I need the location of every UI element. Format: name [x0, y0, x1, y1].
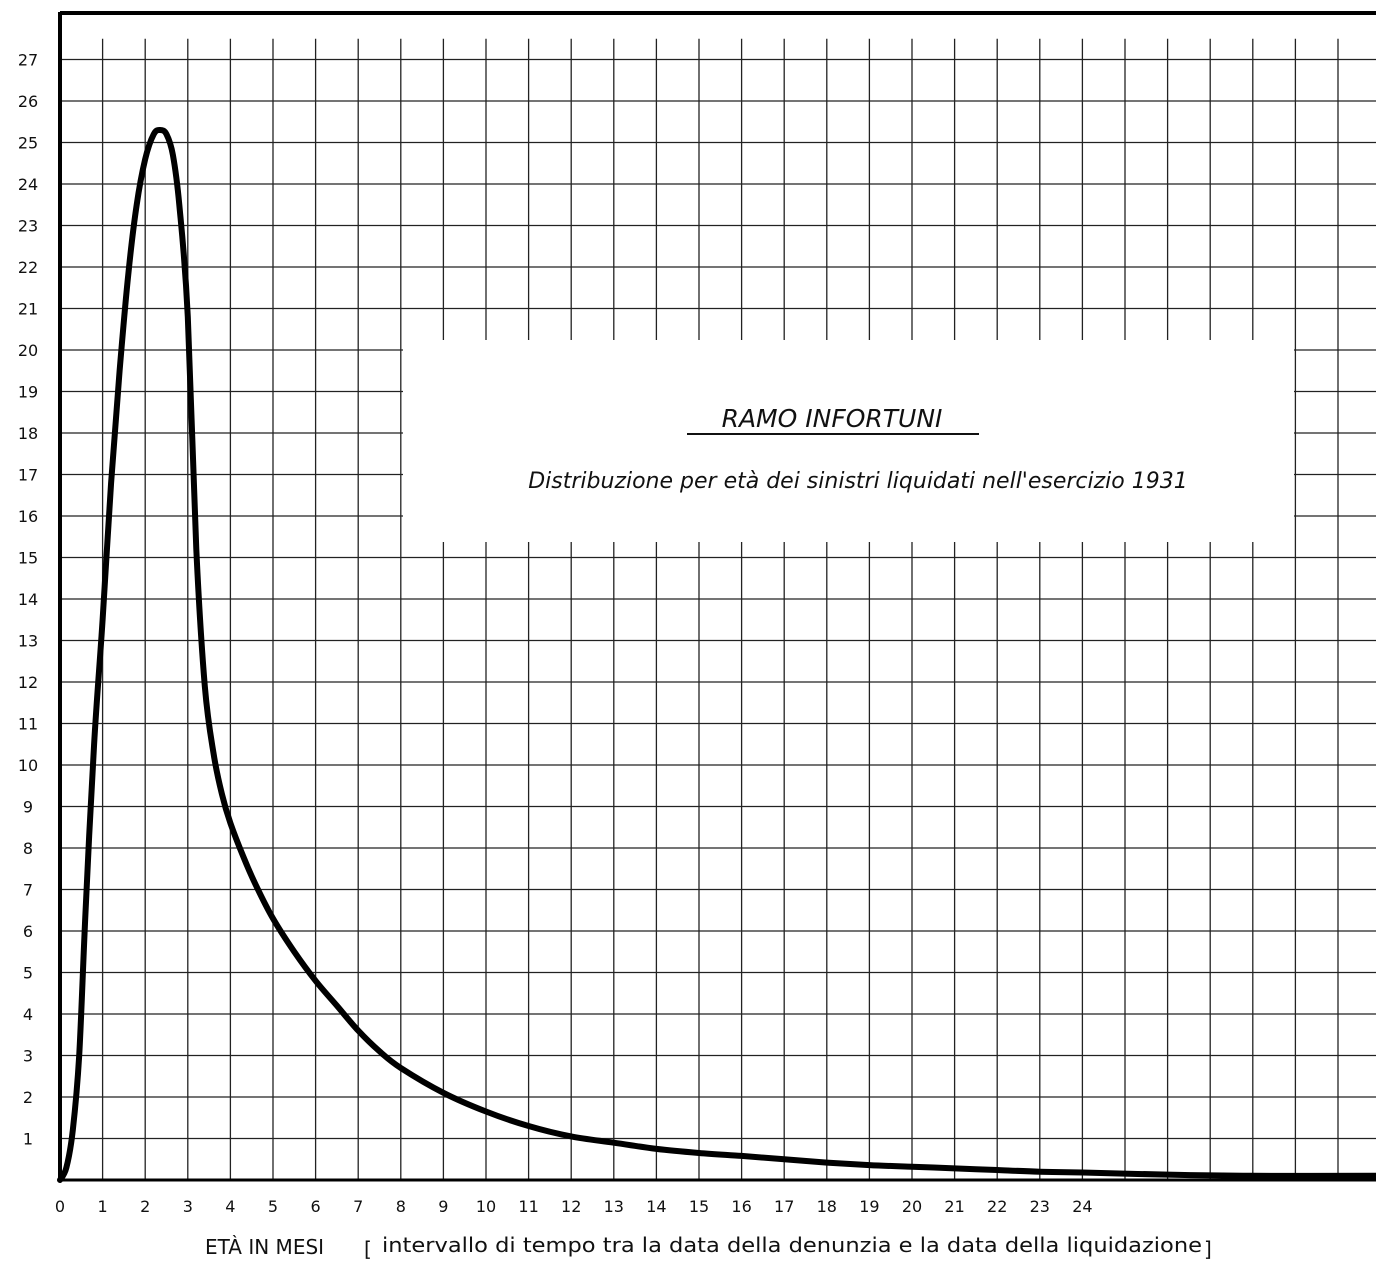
y-tick-label: 19: [18, 383, 38, 402]
x-tick-label: 4: [225, 1197, 235, 1216]
y-tick-label: 8: [23, 839, 33, 858]
y-tick-label: 15: [18, 549, 38, 568]
x-tick-label: 3: [183, 1197, 193, 1216]
x-tick-label: 15: [689, 1197, 709, 1216]
y-tick-label: 27: [18, 51, 38, 70]
y-tick-label: 22: [18, 258, 38, 277]
y-tick-label: 14: [18, 590, 38, 609]
x-axis-label-close-bracket: ]: [1204, 1237, 1212, 1261]
x-tick-label: 20: [902, 1197, 922, 1216]
x-axis-label: ETÀ IN MESI: [205, 1235, 324, 1259]
series-line: [57, 126, 1376, 1183]
x-tick-labels: 0 1 2 3 4 5 6 7 8 9 10 11 12 13 14 15 16 17 18 19 20 21 22 23 24: [55, 1197, 1093, 1216]
x-tick-label: 9: [438, 1197, 448, 1216]
grid: [60, 38, 1376, 1180]
y-tick-label: 23: [18, 217, 38, 236]
x-tick-label: 18: [817, 1197, 837, 1216]
chart-subtitle: Distribuzione per età dei sinistri liqui…: [528, 469, 1188, 494]
x-tick-label: 5: [268, 1197, 278, 1216]
y-tick-label: 1: [23, 1130, 33, 1149]
y-tick-label: 20: [18, 341, 38, 360]
x-tick-label: 11: [518, 1197, 538, 1216]
y-tick-labels: 1234567891011121314151617181920212223242…: [18, 51, 38, 1149]
title-box: [403, 340, 1294, 542]
x-tick-label: 8: [396, 1197, 406, 1216]
x-tick-label: 21: [944, 1197, 964, 1216]
x-tick-label: 2: [140, 1197, 150, 1216]
y-tick-label: 2: [23, 1088, 33, 1107]
chart-title: RAMO INFORTUNI: [722, 404, 943, 433]
y-tick-label: 7: [23, 881, 33, 900]
x-tick-label: 19: [859, 1197, 879, 1216]
x-axis-label-open-bracket: [: [364, 1237, 372, 1261]
x-tick-label: 23: [1030, 1197, 1050, 1216]
y-tick-label: 24: [18, 175, 38, 194]
y-tick-label: 11: [18, 715, 38, 734]
x-tick-label: 17: [774, 1197, 794, 1216]
y-tick-label: 13: [18, 632, 38, 651]
y-tick-label: 26: [18, 92, 38, 111]
y-tick-label: 10: [18, 756, 38, 775]
y-tick-label: 5: [23, 964, 33, 983]
x-tick-label: 7: [353, 1197, 363, 1216]
x-tick-label: 16: [731, 1197, 751, 1216]
y-tick-label: 21: [18, 300, 38, 319]
y-tick-label: 6: [23, 922, 33, 941]
y-tick-label: 25: [18, 134, 38, 153]
x-tick-label: 10: [476, 1197, 496, 1216]
y-tick-label: 17: [18, 466, 38, 485]
x-tick-label: 24: [1072, 1197, 1092, 1216]
x-tick-label: 13: [604, 1197, 624, 1216]
x-tick-label: 6: [311, 1197, 321, 1216]
y-tick-label: 3: [23, 1047, 33, 1066]
x-tick-label: 12: [561, 1197, 581, 1216]
y-tick-label: 18: [18, 424, 38, 443]
y-tick-label: 9: [23, 798, 33, 817]
x-axis-label-bracket-text: intervallo di tempo tra la data della de…: [382, 1233, 1202, 1257]
x-tick-label: 0: [55, 1197, 65, 1216]
y-tick-label: 4: [23, 1005, 33, 1024]
x-tick-label: 14: [646, 1197, 666, 1216]
y-tick-label: 12: [18, 673, 38, 692]
x-tick-label: 22: [987, 1197, 1007, 1216]
x-tick-label: 1: [98, 1197, 108, 1216]
y-tick-label: 16: [18, 507, 38, 526]
